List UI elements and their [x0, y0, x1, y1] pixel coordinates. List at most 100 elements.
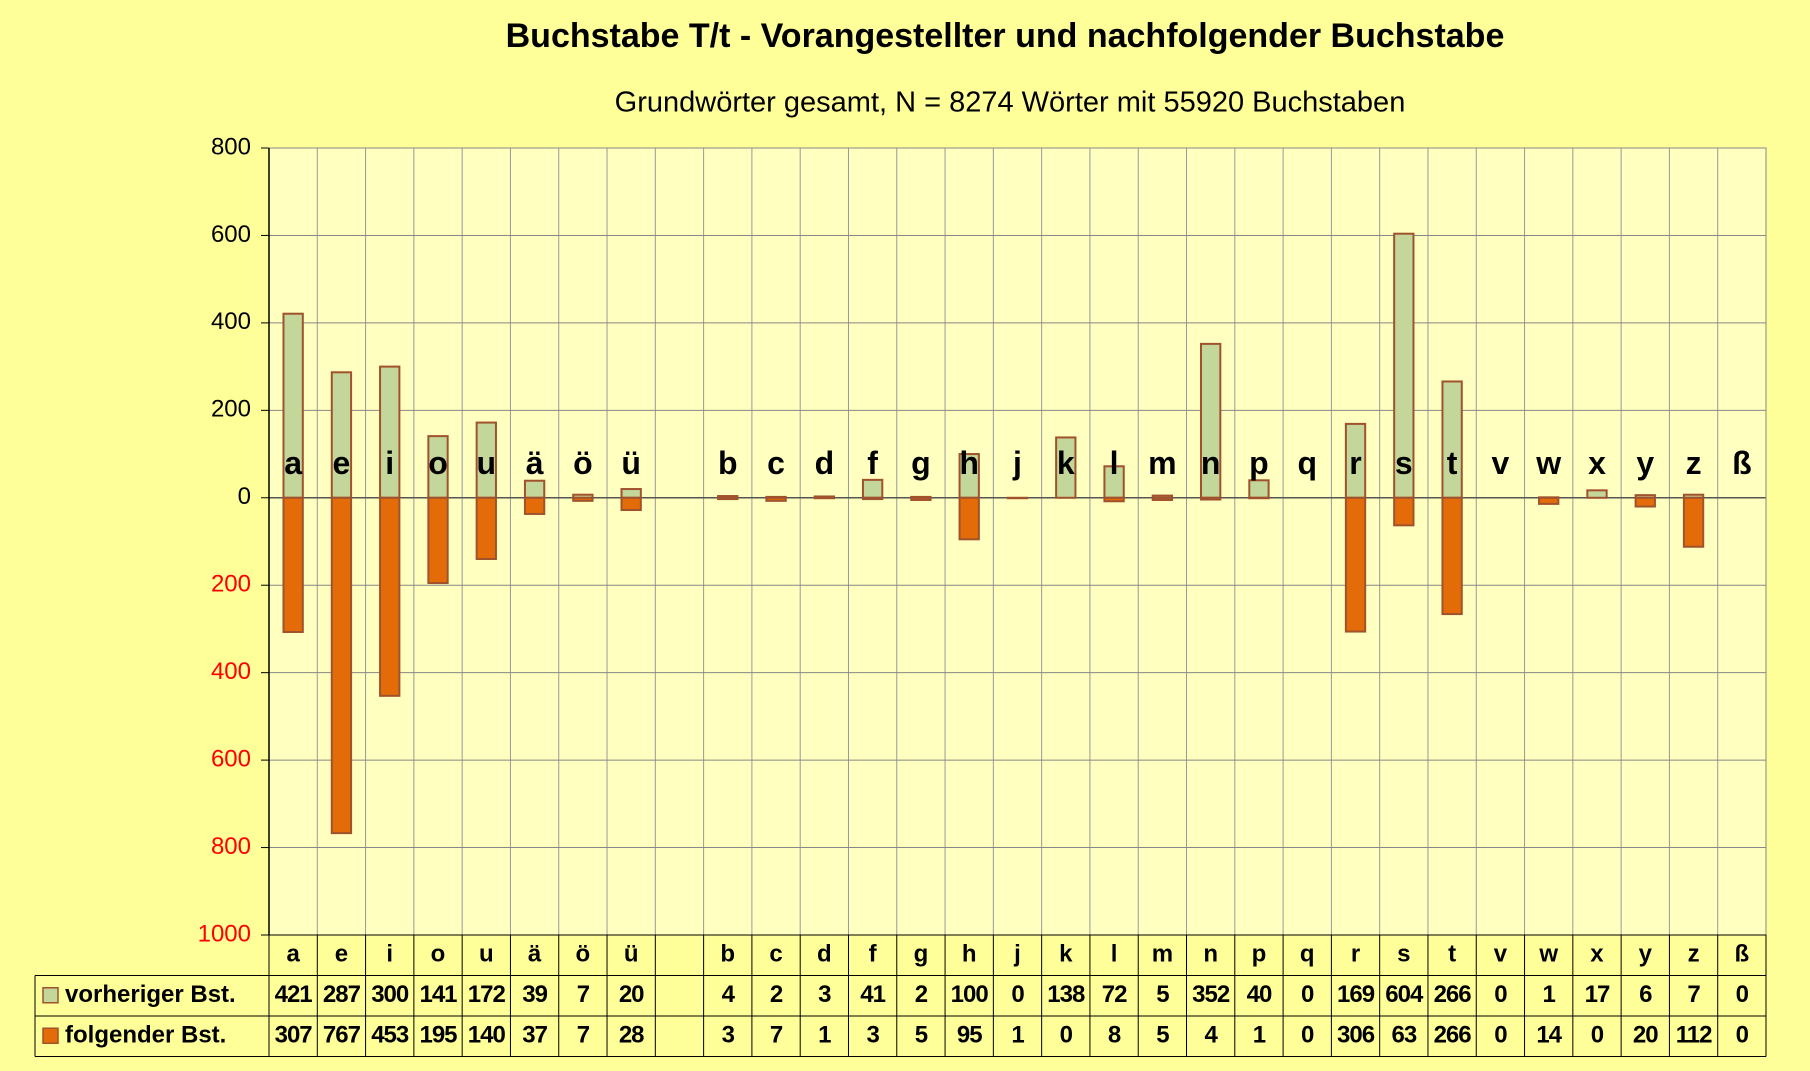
table-value: 3	[818, 981, 831, 1008]
chart-title: Buchstabe T/t - Vorangestellter und nach…	[506, 17, 1505, 55]
table-value: 0	[1591, 1022, 1604, 1049]
table-value: 5	[1156, 981, 1169, 1008]
table-value: 0	[1494, 1022, 1507, 1049]
chart-subtitle: Grundwörter gesamt, N = 8274 Wörter mit …	[615, 87, 1406, 119]
table-value: 4	[722, 981, 736, 1008]
bar	[910, 496, 932, 501]
table-value: 3	[722, 1022, 735, 1049]
category-label: s	[1395, 445, 1413, 481]
x-tick-label: v	[1494, 941, 1508, 968]
category-label: w	[1535, 445, 1561, 481]
bar	[1538, 496, 1560, 505]
y-tick-label: 600	[211, 745, 251, 772]
y-tick-label: 0	[238, 483, 251, 510]
table-value: 95	[957, 1022, 982, 1049]
table-value: 7	[770, 1022, 783, 1049]
bar	[1586, 489, 1608, 499]
table-value: 7	[577, 1022, 590, 1049]
x-tick-label: q	[1300, 941, 1315, 968]
y-tick-label: 800	[211, 133, 251, 160]
y-tick-label: 1000	[198, 920, 251, 947]
table-value: 63	[1391, 1022, 1416, 1049]
category-label: m	[1148, 445, 1176, 481]
table-value: 7	[577, 981, 590, 1008]
category-label: e	[333, 445, 351, 481]
table-value: 1	[1253, 1022, 1266, 1049]
category-label: ß	[1732, 445, 1752, 481]
category-label: ö	[573, 445, 593, 481]
x-tick-label: a	[286, 941, 300, 968]
table-value: 41	[860, 981, 885, 1008]
table-value: 0	[1301, 981, 1314, 1008]
table-value: 72	[1102, 981, 1127, 1008]
bar	[861, 478, 884, 499]
bar	[1151, 496, 1174, 501]
table-value: 20	[619, 981, 644, 1008]
table-value: 421	[275, 981, 313, 1008]
table-value: 0	[1494, 981, 1507, 1008]
category-label: g	[911, 445, 931, 481]
x-tick-label: g	[914, 941, 929, 968]
category-label: k	[1057, 445, 1075, 481]
legend-label: folgender Bst.	[65, 1022, 226, 1049]
category-label: ä	[526, 445, 544, 481]
bar	[427, 496, 449, 585]
table-value: 2	[915, 981, 928, 1008]
category-label: q	[1297, 445, 1317, 481]
table-value: 172	[468, 981, 506, 1008]
bar	[958, 496, 980, 541]
category-label: x	[1588, 445, 1606, 481]
table-value: 604	[1385, 981, 1424, 1008]
table-value: 141	[419, 981, 457, 1008]
x-tick-label: t	[1448, 941, 1456, 968]
table-value: 4	[1204, 1022, 1218, 1049]
bar	[1344, 496, 1367, 633]
category-label: o	[428, 445, 448, 481]
table-value: 14	[1536, 1022, 1562, 1049]
y-tick-label: 200	[211, 571, 251, 598]
x-tick-label: i	[386, 941, 393, 968]
table-value: 307	[275, 1022, 313, 1049]
table-value: 453	[371, 1022, 409, 1049]
legend-label: vorheriger Bst.	[65, 981, 236, 1008]
category-label: a	[284, 445, 302, 481]
category-label: v	[1492, 445, 1510, 481]
table-value: 287	[323, 981, 361, 1008]
table-value: 112	[1676, 1022, 1712, 1049]
category-label: y	[1636, 445, 1654, 481]
bar	[523, 479, 546, 499]
table-value: 17	[1585, 981, 1610, 1008]
table-value: 169	[1337, 981, 1375, 1008]
x-tick-label: r	[1351, 941, 1360, 968]
table-value: 138	[1047, 981, 1085, 1008]
category-label: i	[385, 445, 394, 481]
x-tick-label: x	[1590, 941, 1604, 968]
table-value: 7	[1687, 981, 1700, 1008]
table-value: 8	[1108, 1022, 1121, 1049]
y-tick-label: 400	[211, 308, 251, 335]
table-value: 0	[1060, 1022, 1073, 1049]
table-value: 195	[419, 1022, 457, 1049]
x-tick-label: ß	[1735, 941, 1750, 968]
table-value: 266	[1434, 1022, 1472, 1049]
table-value: 352	[1192, 981, 1230, 1008]
x-tick-label: w	[1538, 941, 1558, 968]
x-tick-label: k	[1059, 941, 1073, 968]
x-tick-label: z	[1688, 941, 1700, 968]
x-tick-label: d	[817, 941, 832, 968]
table-value: 1	[818, 1022, 831, 1049]
bar	[330, 496, 353, 835]
table-value: 1	[1011, 1022, 1024, 1049]
table-value: 40	[1247, 981, 1272, 1008]
table-value: 767	[323, 1022, 361, 1049]
bar	[861, 496, 884, 501]
category-label: l	[1110, 445, 1119, 481]
x-tick-label: b	[720, 941, 735, 968]
table-value: 100	[951, 981, 989, 1008]
bar	[1634, 496, 1656, 508]
table-value: 6	[1639, 981, 1652, 1008]
bar	[717, 496, 739, 501]
table-value: 20	[1633, 1022, 1658, 1049]
category-label: c	[767, 445, 785, 481]
x-tick-label: m	[1152, 941, 1173, 968]
